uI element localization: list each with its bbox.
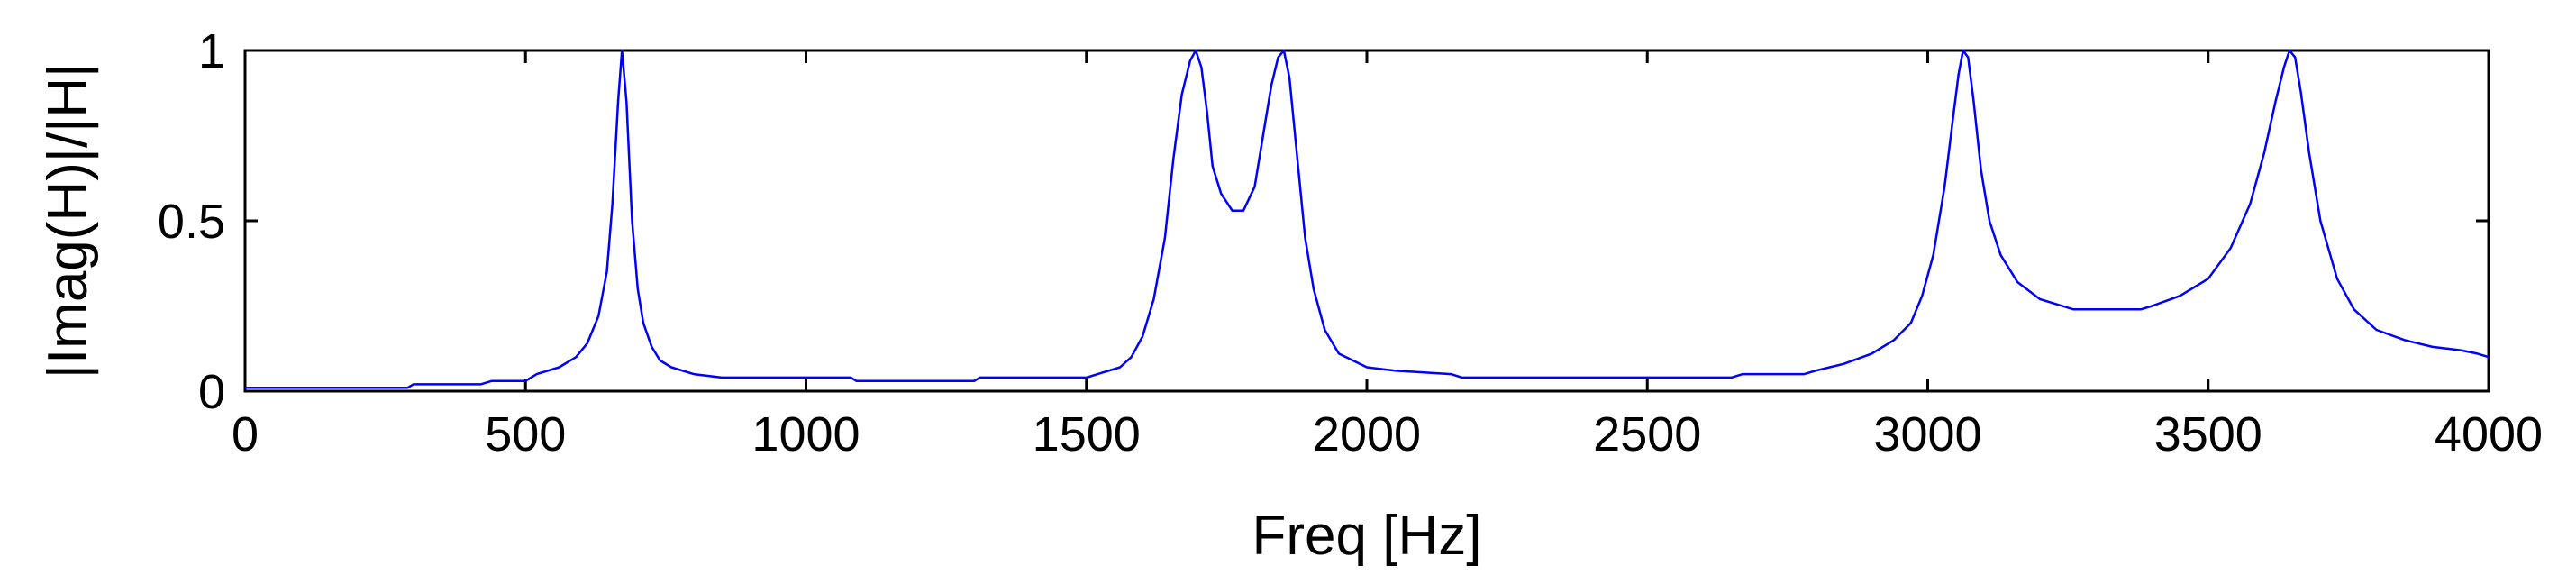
plot-area <box>243 49 2490 393</box>
axis-ticks: 0 500 1000 1500 2000 2500 3000 3500 4000 0 0.5 1 <box>158 24 2543 461</box>
x-tick-label: 1000 <box>751 407 860 461</box>
y-axis-label: |Imag(H)|/|H| <box>37 63 99 379</box>
x-tick-label: 2000 <box>1313 407 1421 461</box>
x-tick-label: 3000 <box>1873 407 1981 461</box>
x-tick-label: 0 <box>232 407 259 461</box>
y-tick-label: 0.5 <box>158 195 225 249</box>
x-tick-label: 1500 <box>1033 407 1141 461</box>
x-tick-label: 2500 <box>1593 407 1701 461</box>
x-tick-label: 4000 <box>2435 407 2543 461</box>
y-tick-label: 0 <box>198 365 225 419</box>
series-group <box>245 49 2490 389</box>
series-line <box>245 49 2490 389</box>
x-axis-label: Freq [Hz] <box>1252 505 1482 567</box>
x-tick-label: 500 <box>485 407 566 461</box>
y-tick-label: 1 <box>198 24 225 78</box>
x-tick-label: 3500 <box>2154 407 2262 461</box>
